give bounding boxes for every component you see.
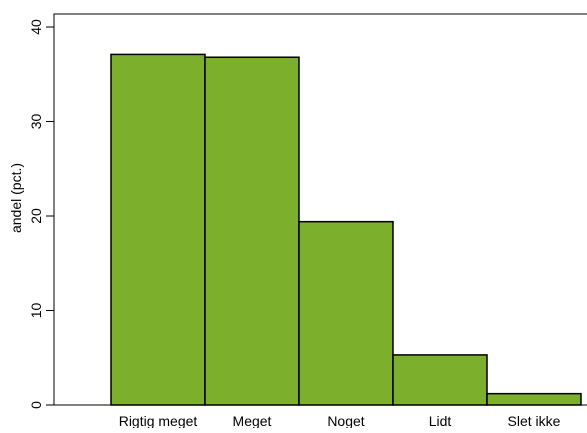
y-axis: 0 10 20 30 40 [28,19,54,409]
x-tick-label: Meget [233,413,272,428]
y-tick-label: 10 [28,303,44,319]
y-tick-label: 0 [28,401,44,409]
y-axis-title: andel (pct.) [8,163,24,233]
bar-lidt [392,354,488,406]
bar-noget [298,220,394,406]
y-tick-label: 20 [28,208,44,224]
y-tick-label: 30 [28,114,44,130]
bar-rigtig-meget [110,53,206,406]
y-tick-label: 40 [28,19,44,35]
x-tick-label: Noget [327,413,364,428]
x-tick-label: Lidt [429,413,452,428]
bar-meget [204,56,300,406]
x-tick-label: Slet ikke [508,413,561,428]
bar-slet-ikke [486,392,582,406]
x-axis-labels: Rigtig meget Meget Noget Lidt Slet ikke [119,413,561,429]
bars-group [110,53,582,406]
x-tick-label: Rigtig meget [119,413,198,428]
